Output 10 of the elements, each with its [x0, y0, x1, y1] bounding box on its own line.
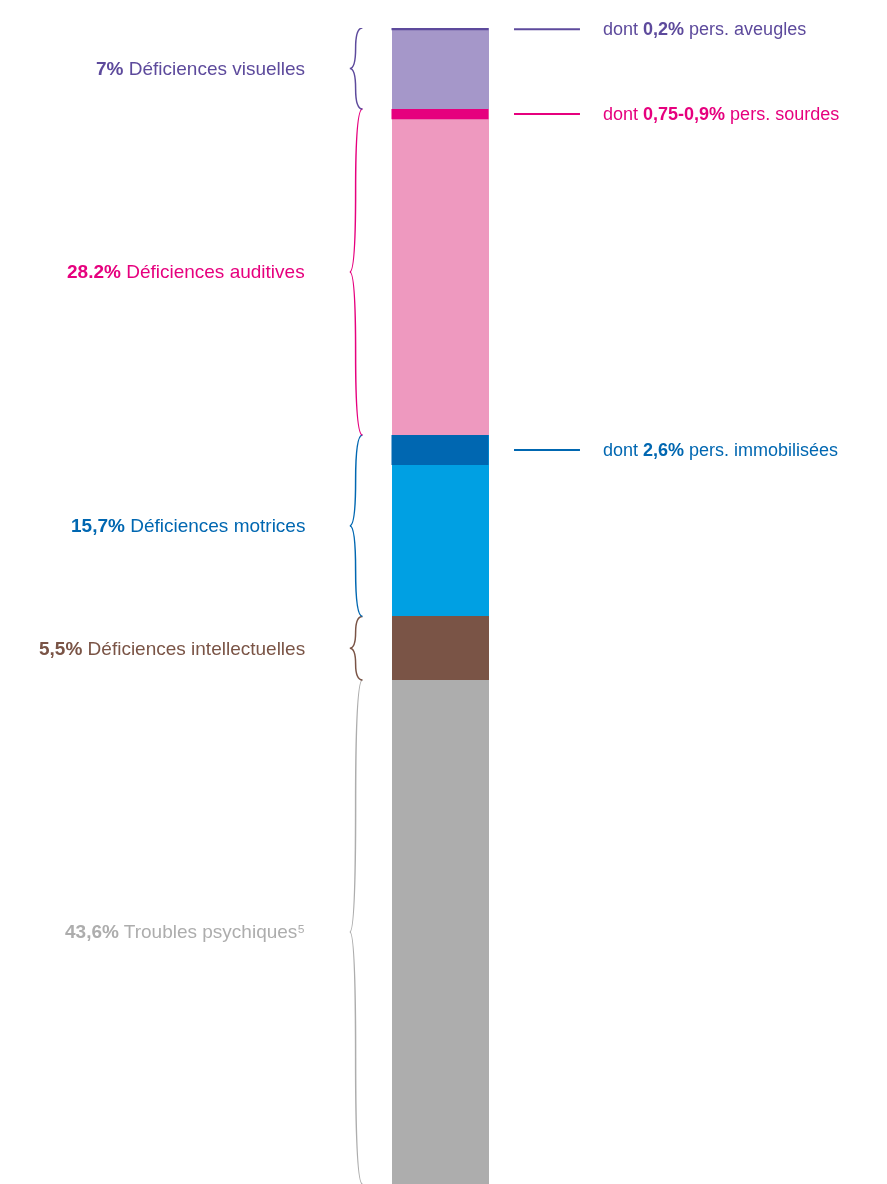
text: 7% Déficiences visuelles [96, 58, 306, 79]
text: 15,7% Déficiences motrices [71, 515, 306, 536]
text: 43,6% Troubles psychiques⁵ [65, 921, 306, 942]
text: 5,5% Déficiences intellectuelles [39, 638, 306, 659]
bar [391, 679, 489, 1184]
bar [391, 616, 489, 680]
band-label: dont 2,6% pers. immobilisées [603, 440, 839, 460]
text: 28.2% Déficiences auditives [67, 261, 305, 282]
band-label: dont 0,75-0,9% pers. sourdes [603, 104, 840, 124]
band-label: dont 0,2% pers. aveugles [603, 19, 807, 39]
